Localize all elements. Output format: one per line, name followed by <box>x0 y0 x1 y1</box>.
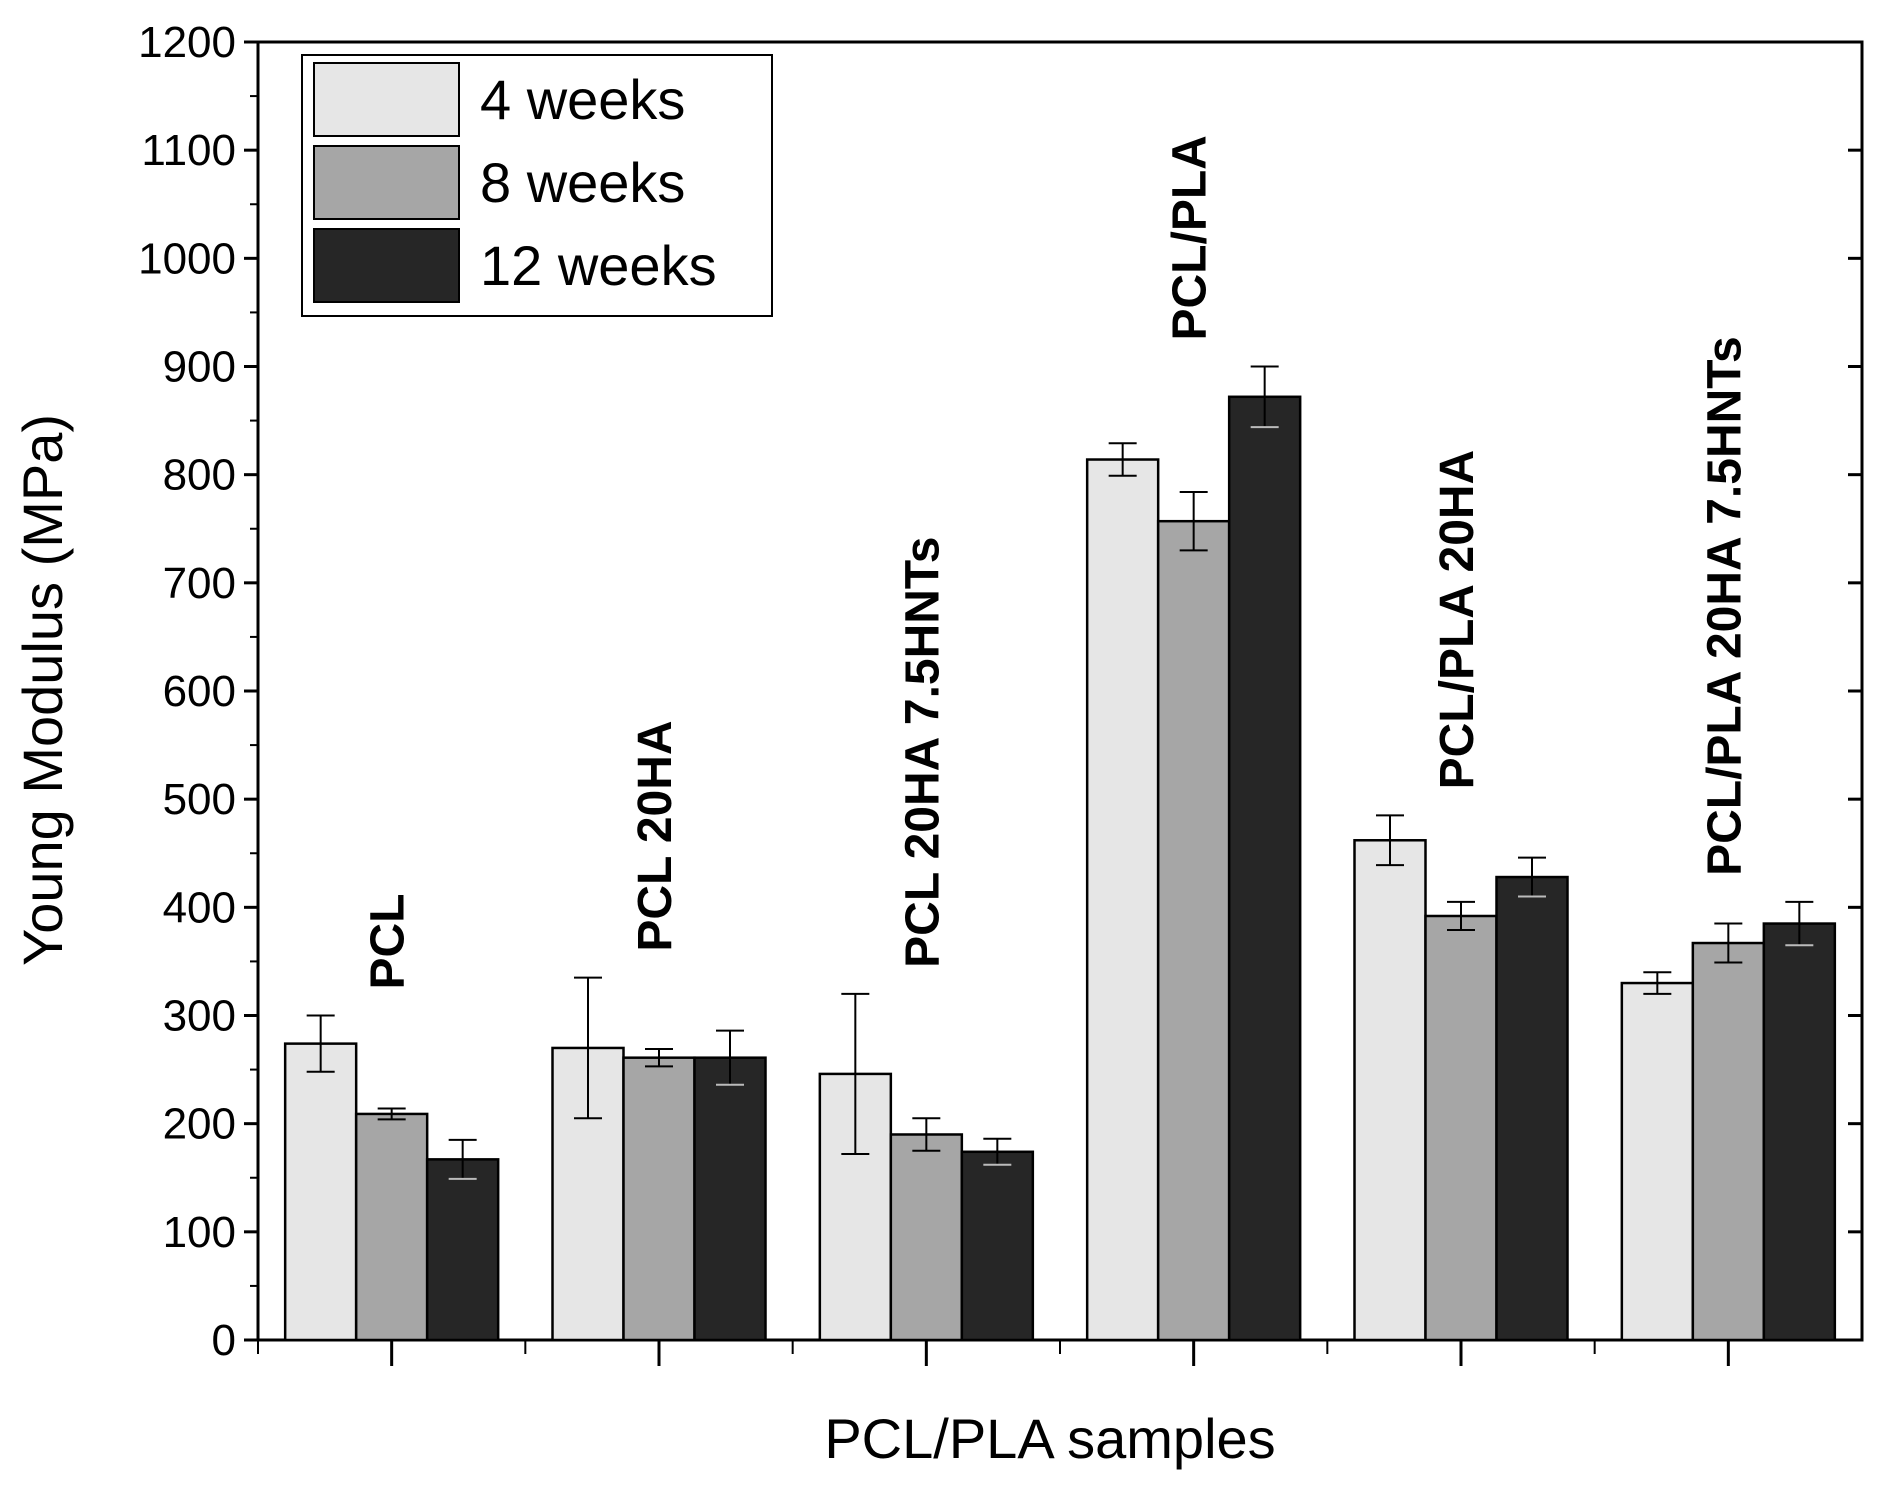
legend-label: 12 weeks <box>480 234 717 297</box>
bar-5-series-3 <box>1495 875 1569 1342</box>
bar-6-series-3 <box>1762 922 1837 1342</box>
y-tick-label: 700 <box>163 559 236 608</box>
category-labels-group: PCL PCL 20HA PCL 20HA 7.5HNTs PCL/PLA PCL/PL… <box>362 135 1752 989</box>
bar-3-series-3 <box>960 1150 1035 1342</box>
y-tick-label: 1200 <box>138 18 236 67</box>
y-tick-label: 1100 <box>141 126 236 175</box>
axes-group: 0 100 200 300 400 500 600 700 800 900 1000 1100 1200 <box>138 18 1864 1366</box>
bar-4-series-3 <box>1227 395 1302 1342</box>
y-tick-label: 900 <box>163 343 236 392</box>
bar-3-series-2 <box>889 1133 964 1342</box>
y-axis-title: Young Modulus (MPa) <box>11 414 74 966</box>
bar-6-series-1 <box>1620 981 1695 1342</box>
legend-swatch <box>313 145 460 220</box>
bar-1-series-1 <box>283 1042 358 1342</box>
bars-group <box>283 365 1837 1342</box>
bar-4-series-1 <box>1085 458 1160 1342</box>
legend: 4 weeks 8 weeks 12 weeks <box>301 54 773 317</box>
bar-2-series-3 <box>693 1056 767 1342</box>
y-tick-label: 1000 <box>138 234 236 283</box>
y-tick-label: 500 <box>163 775 236 824</box>
y-tick-label: 0 <box>212 1316 236 1365</box>
category-label: PCL/PLA <box>1164 135 1217 340</box>
y-tick-label: 300 <box>163 992 236 1041</box>
category-label: PCL/PLA 20HA <box>1431 450 1484 790</box>
legend-swatch <box>313 228 460 303</box>
y-tick-label: 600 <box>163 667 236 716</box>
category-label: PCL 20HA 7.5HNTs <box>896 537 949 968</box>
legend-swatch <box>313 62 460 137</box>
bar-1-series-3 <box>425 1158 500 1342</box>
x-axis-title: PCL/PLA samples <box>824 1407 1275 1470</box>
bar-4-series-2 <box>1156 519 1231 1342</box>
category-label: PCL/PLA 20HA 7.5HNTs <box>1698 336 1751 876</box>
y-tick-label: 200 <box>163 1100 236 1149</box>
legend-label: 8 weeks <box>480 151 685 214</box>
y-tick-label: 800 <box>163 451 236 500</box>
bar-6-series-2 <box>1691 941 1766 1342</box>
bar-1-series-2 <box>354 1112 429 1342</box>
bar-5-series-2 <box>1424 914 1498 1342</box>
y-tick-label: 400 <box>163 883 236 932</box>
category-label: PCL 20HA <box>629 720 682 951</box>
legend-label: 4 weeks <box>480 68 685 131</box>
bar-2-series-2 <box>622 1056 696 1342</box>
category-label: PCL <box>362 894 415 990</box>
y-tick-label: 100 <box>163 1208 236 1257</box>
bar-5-series-1 <box>1353 839 1427 1342</box>
